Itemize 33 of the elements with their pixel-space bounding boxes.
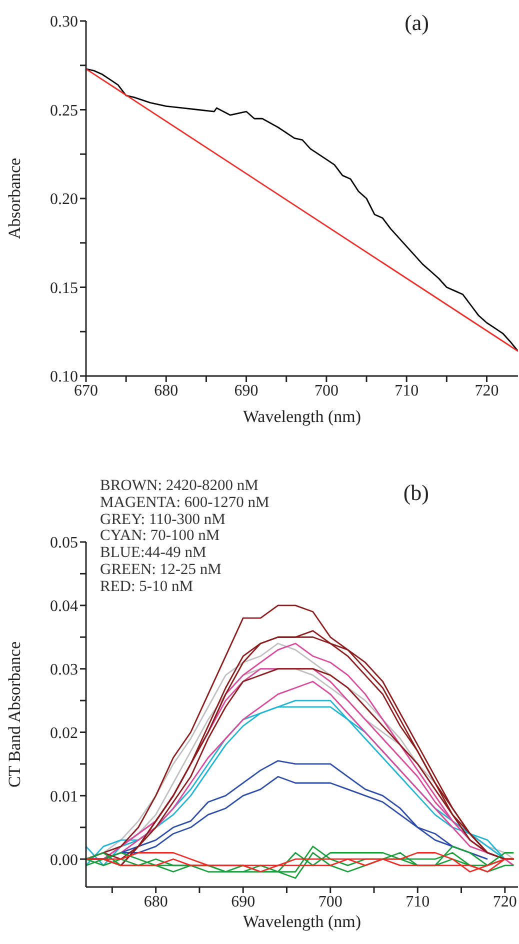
x-tick-label: 720 — [474, 382, 499, 400]
y-tick-label: 0.01 — [50, 788, 78, 806]
y-axis-title: Absorbance — [5, 158, 24, 240]
x-tick-label: 710 — [394, 382, 419, 400]
y-tick-label: 0.04 — [50, 598, 78, 616]
y-axis-title: CT Band Absorbance — [5, 641, 24, 788]
y-tick-label: 0.00 — [50, 852, 78, 869]
x-tick-label: 690 — [231, 893, 256, 910]
y-tick-label: 0.25 — [50, 102, 78, 120]
annotation: BLUE:44-49 nM — [100, 544, 208, 562]
x-tick-label: 690 — [234, 382, 258, 400]
y-tick-label: 0.02 — [50, 724, 78, 742]
x-tick-label: 720 — [492, 893, 517, 910]
x-tick-label: 680 — [154, 382, 178, 400]
annotation: CYAN: 70-100 nM — [100, 527, 221, 546]
x-axis-title: Wavelength (nm) — [242, 407, 362, 426]
x-axis-title: Wavelength (nm) — [242, 912, 362, 931]
y-tick-label: 0.30 — [50, 14, 78, 31]
text: MAGENTA: 600-1270 nM — [100, 494, 270, 512]
y-tick-label: 0.15 — [50, 280, 78, 297]
text: BROWN: 2420-8200 nM — [100, 477, 260, 495]
x-tick-label: 710 — [406, 893, 430, 910]
chart-title: (a) — [404, 10, 429, 36]
text: GREY: 110-300 nM — [100, 510, 226, 528]
x-tick-label: 680 — [144, 893, 168, 910]
chart-title: (b) — [403, 480, 429, 506]
y-tick-label: 0.03 — [50, 662, 78, 679]
annotation: RED: 5-10 nM — [100, 578, 194, 596]
y-tick-label: 0.05 — [50, 534, 78, 552]
annotation: GREEN: 12-25 nM — [100, 560, 222, 579]
x-tick-label: 700 — [314, 382, 338, 400]
x-tick-label: 700 — [318, 893, 342, 910]
y-tick-label: 0.20 — [50, 191, 78, 208]
